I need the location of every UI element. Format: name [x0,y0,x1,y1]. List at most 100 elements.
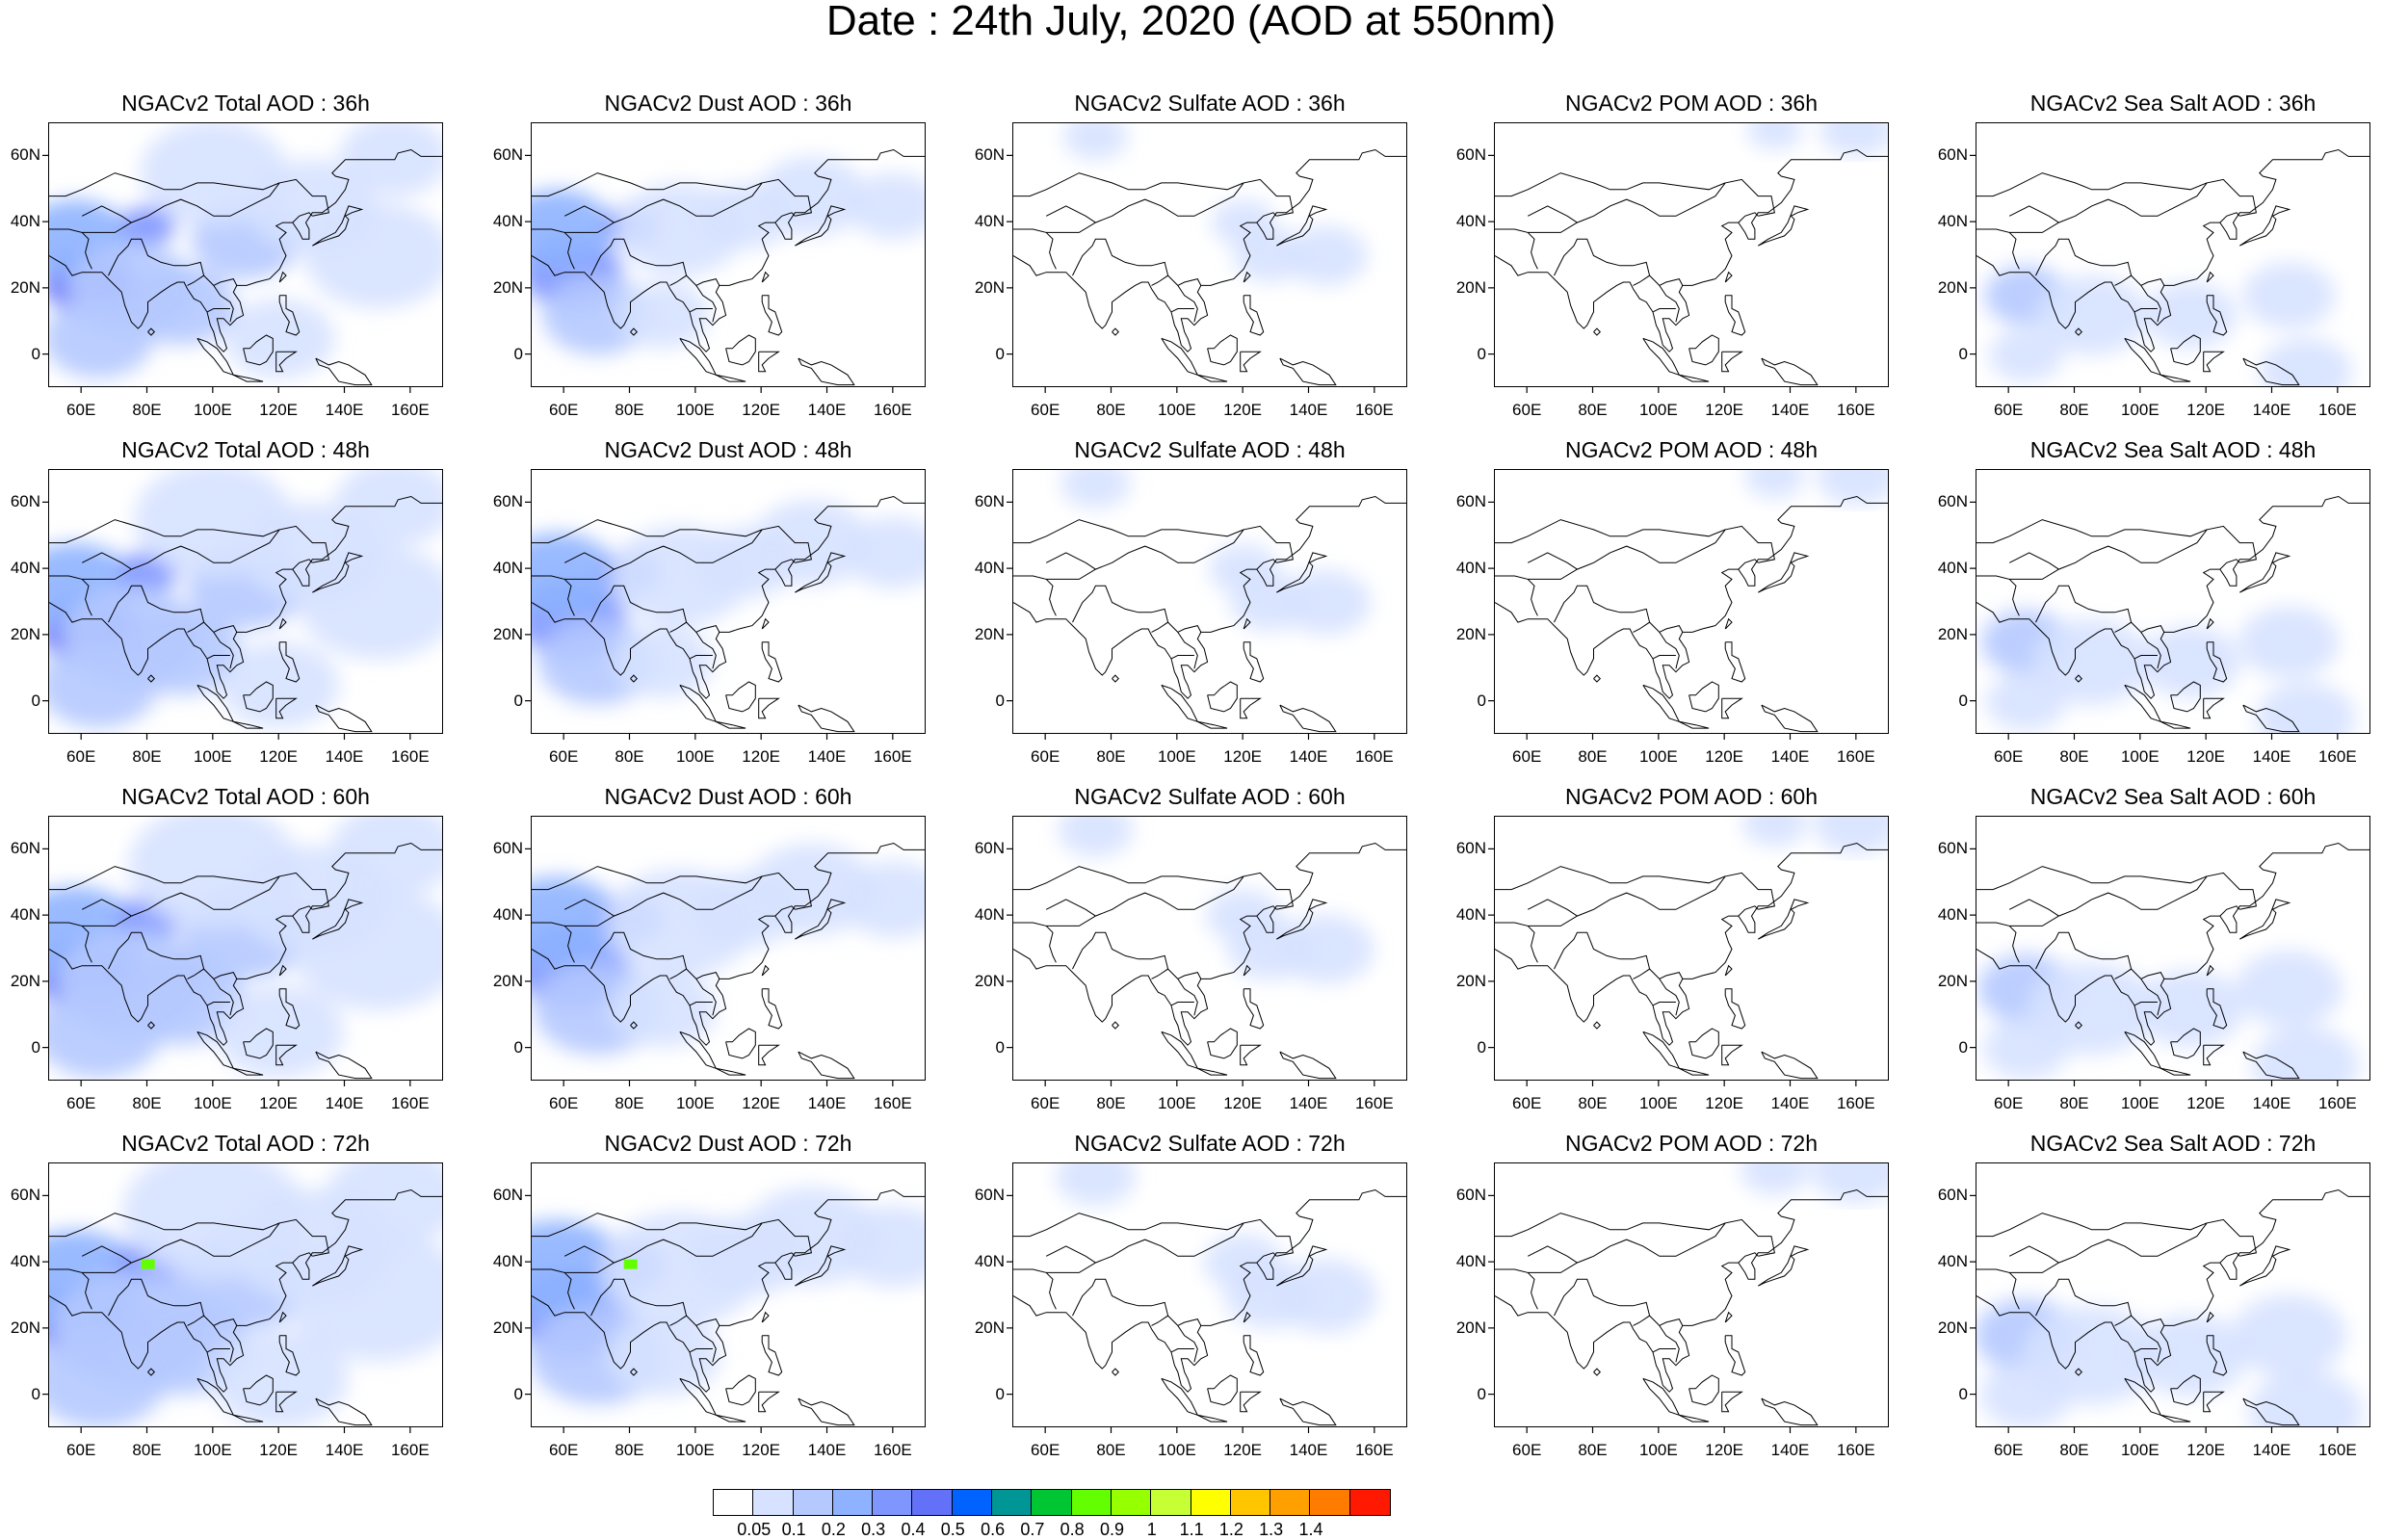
coastline [1688,334,1719,366]
lon-tick-label: 140E [1289,401,1328,419]
colorbar-label: 0.4 [901,1520,926,1539]
lat-tick-label: 40N [974,905,1005,925]
country-border [1659,632,1680,669]
country-border [2219,212,2240,223]
country-border [1659,979,1680,1016]
lon-tick-label: 60E [1512,401,1542,419]
coastline [312,899,364,940]
lon-tick-label: 60E [66,1094,96,1112]
coastline [1197,374,1228,382]
country-border [2009,1218,2257,1273]
coastline [798,704,855,733]
lat-tick-label: 0 [995,691,1005,710]
panel-title: NGACv2 Total AOD : 48h [121,437,370,462]
coastline [2203,1044,2225,1066]
country-border [49,172,280,197]
coastline [1495,495,1888,699]
coastline [243,681,274,713]
coastline [716,720,746,729]
lon-tick-label: 140E [1289,1094,1328,1112]
aod-region [1058,817,1134,857]
country-border [1256,905,1277,917]
country-border [2133,1348,2158,1353]
lat-tick-label: 40N [10,212,40,231]
lon-tick-label: 80E [615,1094,644,1112]
country-border [1652,1002,1676,1006]
country-border [563,552,615,570]
coastline [233,1414,264,1423]
lon-tick-label: 60E [549,401,579,419]
coastline [716,1414,746,1423]
colorbar-swatch [912,1490,953,1515]
coastline [1279,1397,1337,1426]
lon-tick-label: 140E [807,1441,847,1459]
coastline [758,1391,780,1413]
coastline [1721,351,1743,373]
country-border [1976,575,2020,616]
coastline [233,374,264,382]
lat-tick-label: 0 [1958,1037,1968,1057]
lon-tick-label: 140E [325,1441,364,1459]
country-border [82,178,329,233]
coastline [758,697,780,719]
country-border [2131,1315,2165,1327]
country-border [1013,866,1244,891]
colorbar-label: 0.05 [737,1520,772,1539]
coastline [532,148,925,352]
country-border [1170,655,1194,660]
aod-region [330,817,442,897]
aod-region [1281,570,1372,635]
coastline [1761,1051,1819,1080]
lat-tick-label: 40N [1455,559,1486,578]
lat-tick-label: 60N [1937,1186,1968,1205]
coastline [1112,674,1120,683]
aod-region [610,970,718,1048]
lon-tick-label: 160E [1836,747,1875,766]
country-border [1177,632,1198,669]
panel-title: NGACv2 Sea Salt AOD : 36h [2029,91,2317,116]
lon-tick-label: 160E [1354,401,1394,419]
country-border [82,525,329,580]
coastline [1721,1044,1743,1066]
country-border [1495,922,1538,963]
aod-region [1233,229,1307,282]
map-panel-pom-row-4 [1494,1162,1889,1427]
coastline [725,681,756,713]
country-border [2008,899,2059,917]
colorbar [713,1489,1392,1516]
country-border [1170,1002,1194,1006]
lon-tick-label: 140E [325,747,364,766]
lon-tick-label: 60E [1994,1094,2024,1112]
country-border [686,968,720,980]
country-border [1167,968,1202,980]
map-panel-sulfate-row-1 [1012,122,1407,387]
coastline [2206,617,2214,630]
country-border [695,1325,717,1363]
lon-tick-label: 100E [1638,401,1678,419]
lat-tick-label: 20N [974,1318,1005,1337]
coastline [725,334,756,366]
lat-tick-label: 40N [1937,212,1968,231]
coastline [2203,351,2225,373]
coastline [1240,351,1262,373]
country-border [1527,205,1578,223]
lon-tick-label: 100E [675,747,715,766]
coastline [2170,1374,2201,1406]
coastline [1013,495,1406,699]
colorbar-swatch [832,1490,874,1515]
country-border [2133,655,2158,660]
tick-marks [1007,154,1375,393]
country-border [1072,931,1169,979]
lon-tick-label: 160E [1836,401,1875,419]
coastline [2206,641,2228,683]
country-border [563,1245,615,1264]
coastline [1679,1067,1710,1076]
coastline [679,684,718,723]
coastline [1976,1188,2369,1393]
lon-tick-label: 80E [615,401,644,419]
country-border [2219,905,2240,917]
aod-region [532,876,622,969]
lon-tick-label: 160E [390,401,430,419]
country-border [1170,308,1194,313]
lon-tick-label: 100E [2120,1094,2160,1112]
